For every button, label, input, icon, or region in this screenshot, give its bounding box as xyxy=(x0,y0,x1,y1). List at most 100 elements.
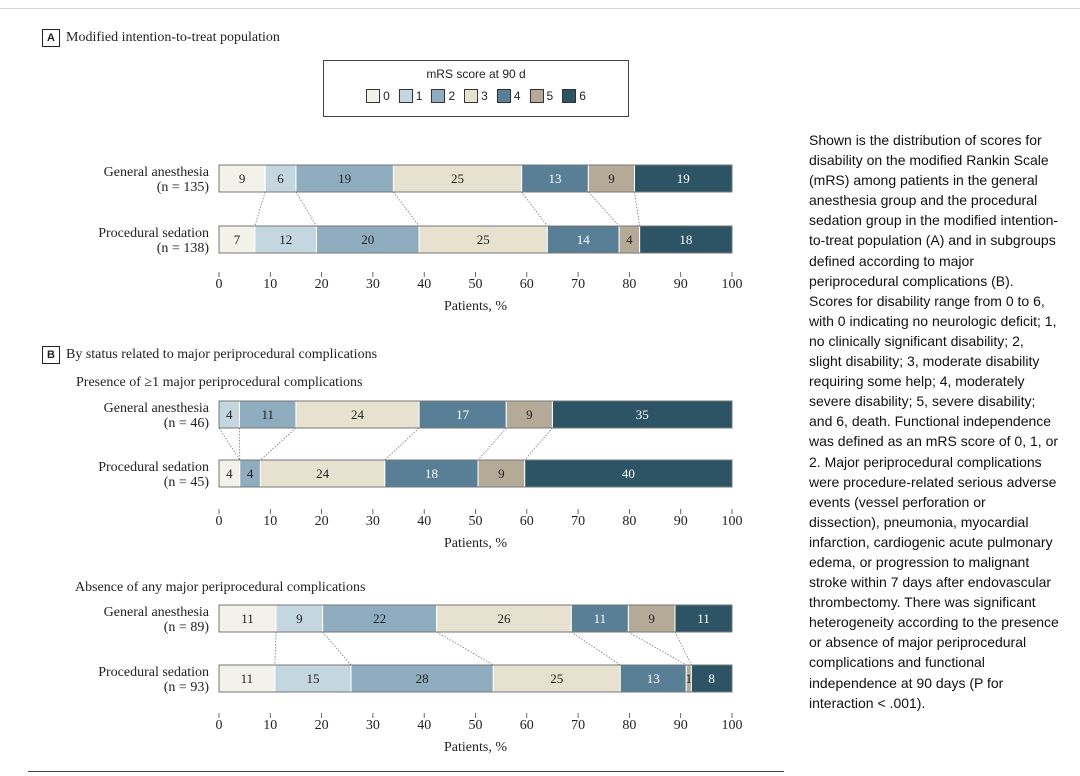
legend-label-6: 6 xyxy=(579,89,586,103)
row-label-2-0: General anesthesia xyxy=(104,605,210,620)
bar-label-2-0-5: 9 xyxy=(648,611,655,626)
legend-item-0: 0 xyxy=(366,89,390,103)
bar-label-1-1-5: 9 xyxy=(498,466,505,481)
row-n-2-1: (n = 93) xyxy=(164,680,210,695)
legend-swatch-5 xyxy=(529,89,544,103)
bar-label-2-1-5: 1 xyxy=(686,671,693,686)
connector-2-5 xyxy=(674,631,692,666)
tick-label-2-0: 0 xyxy=(216,718,223,733)
tick-label-2-8: 80 xyxy=(622,718,636,733)
bar-segment-1-1-4 xyxy=(384,459,479,488)
legend-item-4: 4 xyxy=(496,89,521,103)
bar-label-2-1-6: 8 xyxy=(708,671,715,686)
bar-label-1-1-6: 40 xyxy=(622,466,635,481)
bar-label-0-1-4: 14 xyxy=(577,232,591,247)
legend-swatch-0 xyxy=(366,89,381,103)
legend-item-3: 3 xyxy=(464,89,488,103)
bar-segment-0-1-1 xyxy=(254,225,317,254)
bar-label-2-0-1: 9 xyxy=(296,611,303,626)
bar-label-1-1-4: 18 xyxy=(425,466,438,481)
bar-label-2-1-2: 28 xyxy=(416,671,429,686)
connector-1-2 xyxy=(260,427,297,461)
connector-0-1 xyxy=(295,191,317,227)
bar-label-2-1-4: 13 xyxy=(647,671,660,686)
bar-label-2-0-0: 11 xyxy=(241,611,254,626)
tick-label-0-10: 100 xyxy=(722,277,743,292)
tick-label-2-5: 50 xyxy=(469,718,483,733)
tick-label-2-4: 40 xyxy=(417,718,431,733)
bar-segment-1-1-5 xyxy=(477,459,526,488)
tick-label-2-3: 30 xyxy=(366,718,380,733)
bar-segment-0-0-3 xyxy=(392,164,523,193)
bar-label-1-1-0: 4 xyxy=(226,466,233,481)
row-label-0-1: Procedural sedation xyxy=(98,226,209,241)
connector-0-4 xyxy=(588,191,620,227)
bar-segment-2-0-4 xyxy=(570,604,629,633)
legend-swatch-4 xyxy=(496,89,511,103)
bar-segment-0-1-6 xyxy=(639,225,733,254)
bar-label-1-0-2: 11 xyxy=(261,407,274,422)
bar-label-0-1-6: 18 xyxy=(679,232,692,247)
bar-segment-0-0-1 xyxy=(264,164,297,193)
panel-b-letter: B xyxy=(42,346,60,364)
bar-segment-2-1-3 xyxy=(492,664,621,693)
x-axis-title-1: Patients, % xyxy=(444,536,507,551)
bar-label-1-0-4: 17 xyxy=(456,407,470,422)
panel-a-title-text: Modified intention-to-treat population xyxy=(66,30,280,45)
bar-label-1-0-3: 24 xyxy=(351,407,365,422)
tick-label-0-9: 90 xyxy=(674,277,688,292)
tick-label-1-6: 60 xyxy=(520,514,534,529)
legend-label-4: 4 xyxy=(513,89,521,103)
legend-items: 0 1 2 3 4 5 6 xyxy=(324,89,628,103)
bar-outline-1-0 xyxy=(218,400,733,429)
connector-1-4 xyxy=(477,427,507,461)
connector-2-1 xyxy=(322,631,352,666)
tick-label-0-6: 60 xyxy=(520,277,534,292)
tick-label-2-10: 100 xyxy=(722,718,743,733)
bar-segment-0-1-2 xyxy=(315,225,420,254)
legend-title: mRS score at 90 d xyxy=(426,67,526,81)
bar-segment-2-1-2 xyxy=(350,664,494,693)
row-label-2-1: Procedural sedation xyxy=(98,665,209,680)
connector-2-0 xyxy=(274,631,277,666)
bar-segment-0-1-0 xyxy=(218,225,256,254)
tick-label-1-1: 10 xyxy=(263,514,277,529)
top-divider xyxy=(0,8,1080,9)
row-n-0-1: (n = 138) xyxy=(157,241,210,256)
bottom-divider xyxy=(28,771,784,772)
tick-label-0-5: 50 xyxy=(469,277,483,292)
tick-label-1-5: 50 xyxy=(469,514,483,529)
bar-label-1-0-1: 4 xyxy=(226,407,233,422)
bar-label-0-0-5: 9 xyxy=(608,171,615,186)
bar-label-2-1-1: 15 xyxy=(306,671,319,686)
bar-label-0-0-3: 25 xyxy=(451,171,464,186)
panel-a-title: A Modified intention-to-treat population xyxy=(42,29,280,47)
bar-segment-0-0-6 xyxy=(634,164,733,193)
legend-swatch-3 xyxy=(464,89,479,103)
tick-label-0-3: 30 xyxy=(366,277,380,292)
bar-outline-1-1 xyxy=(218,459,733,488)
bar-label-0-0-0: 9 xyxy=(239,171,246,186)
bar-label-1-0-6: 35 xyxy=(636,407,649,422)
bar-label-0-0-2: 19 xyxy=(338,171,351,186)
x-axis-title-0: Patients, % xyxy=(444,299,507,314)
row-label-0-0: General anesthesia xyxy=(104,165,210,180)
bar-label-2-1-0: 11 xyxy=(241,671,254,686)
connector-0-3 xyxy=(521,191,548,227)
row-label-1-1: Procedural sedation xyxy=(98,460,209,475)
bar-label-1-1-3: 24 xyxy=(316,466,330,481)
x-axis-title-2: Patients, % xyxy=(444,740,507,755)
subtitle-absence: Absence of any major periprocedural comp… xyxy=(75,580,366,595)
bar-outline-0-0 xyxy=(218,164,733,193)
tick-label-0-0: 0 xyxy=(216,277,223,292)
bar-label-0-1-0: 7 xyxy=(234,232,241,247)
bar-segment-1-0-3 xyxy=(295,400,420,429)
legend-item-2: 2 xyxy=(431,89,455,103)
bar-label-0-0-4: 13 xyxy=(549,171,562,186)
bar-label-0-1-2: 20 xyxy=(361,232,374,247)
tick-label-1-8: 80 xyxy=(622,514,636,529)
bar-segment-2-1-1 xyxy=(274,664,352,693)
legend-label-5: 5 xyxy=(546,89,554,103)
legend-item-1: 1 xyxy=(398,89,422,103)
legend-swatch-2 xyxy=(431,89,446,103)
